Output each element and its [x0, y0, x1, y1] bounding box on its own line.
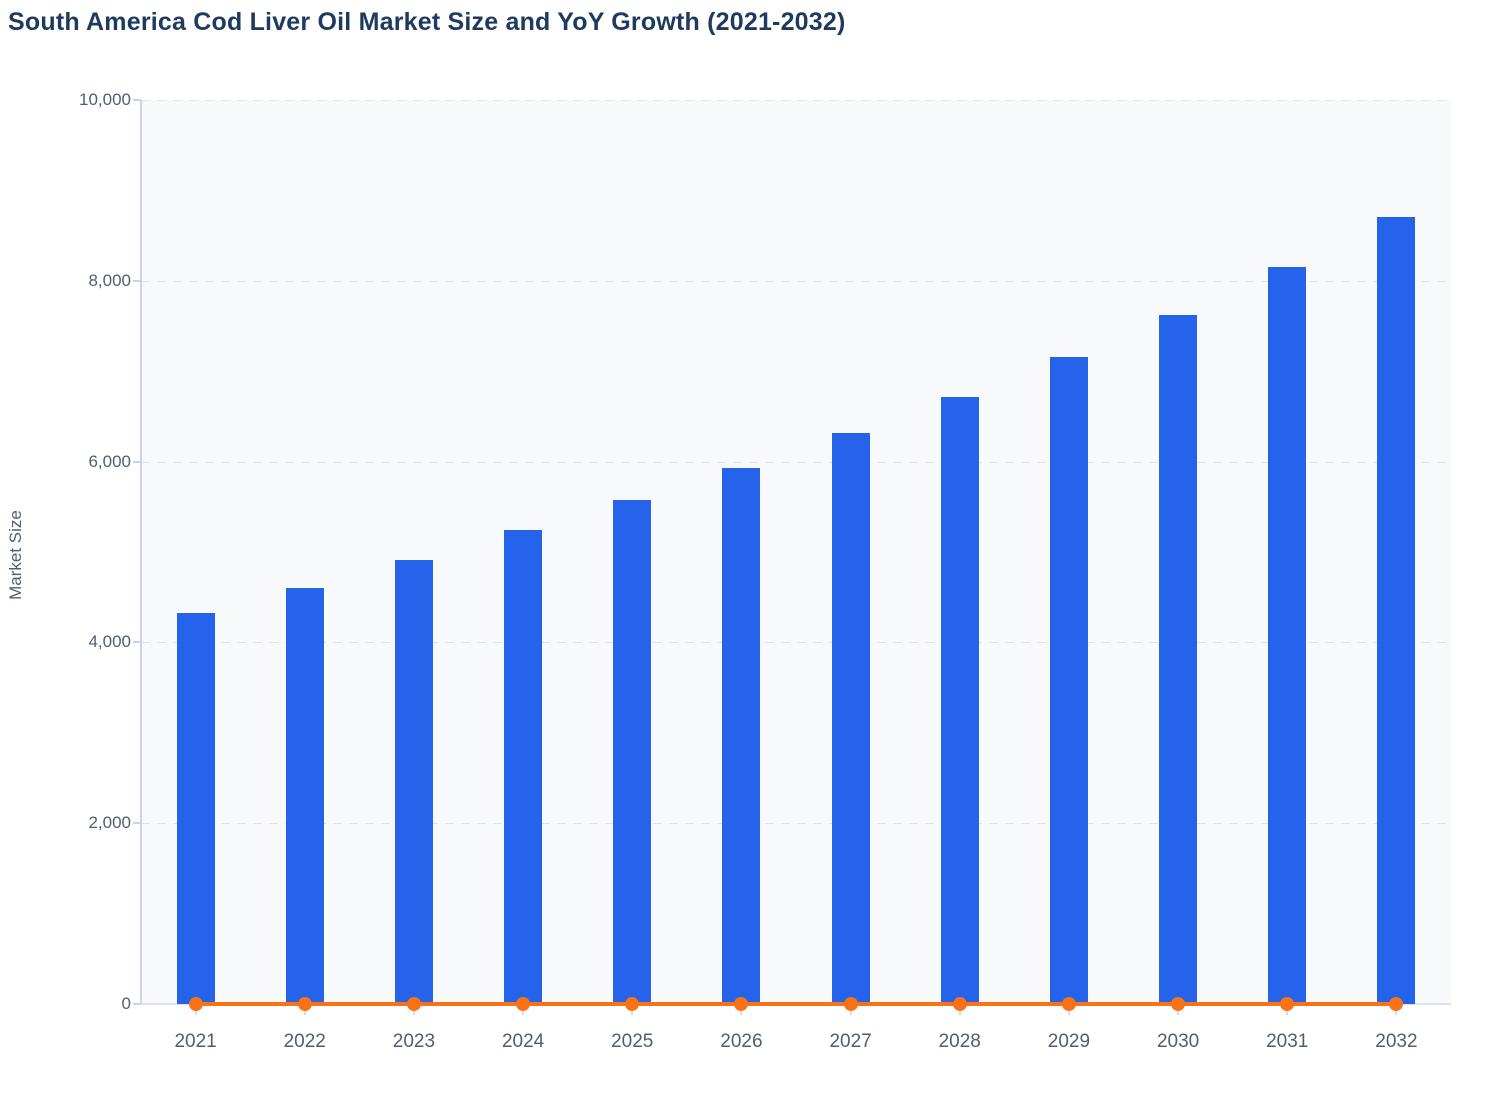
y-axis-tick — [133, 641, 141, 644]
yoy-marker-2025[interactable] — [625, 997, 640, 1011]
y-axis-tick — [133, 460, 141, 463]
x-tick-label-2029: 2029 — [1047, 1031, 1091, 1052]
bar-2023[interactable] — [394, 560, 433, 1004]
bar-2030[interactable] — [1159, 315, 1198, 1004]
yoy-marker-2028[interactable] — [952, 997, 967, 1011]
gridline-10000 — [141, 100, 1451, 101]
y-tick-label: 6,000 — [88, 451, 131, 471]
yoy-marker-2021[interactable] — [188, 997, 203, 1011]
bar-2025[interactable] — [613, 500, 652, 1004]
yoy-marker-2024[interactable] — [516, 997, 531, 1011]
x-tick-label-2026: 2026 — [720, 1031, 763, 1052]
y-tick-label: 0 — [121, 994, 131, 1013]
y-axis-tick — [133, 99, 141, 101]
y-tick-label: 4,000 — [88, 632, 131, 652]
yoy-marker-2023[interactable] — [406, 997, 421, 1011]
bar-2028[interactable] — [940, 396, 979, 1004]
x-tick-label-2022: 2022 — [283, 1031, 326, 1052]
plot-background — [141, 100, 1451, 1004]
y-axis-line — [140, 100, 142, 1004]
y-tick-label: 10,000 — [79, 90, 131, 109]
y-axis-tick — [133, 822, 141, 825]
gridline-2000 — [141, 823, 1451, 825]
y-tick-label: 2,000 — [88, 813, 131, 833]
y-axis-title: Market Size — [6, 510, 25, 600]
bar-2024[interactable] — [504, 530, 543, 1004]
x-tick-label-2032: 2032 — [1375, 1031, 1418, 1052]
yoy-marker-2026[interactable] — [734, 997, 749, 1011]
gridline-6000 — [141, 461, 1451, 463]
gridline-8000 — [141, 280, 1451, 282]
y-tick-label: 8,000 — [88, 270, 131, 290]
yoy-marker-2022[interactable] — [297, 997, 312, 1011]
x-tick-label-2030: 2030 — [1156, 1031, 1200, 1052]
bar-2031[interactable] — [1268, 267, 1307, 1004]
x-tick-label-2023: 2023 — [392, 1031, 436, 1052]
x-tick-label-2024: 2024 — [501, 1031, 545, 1052]
gridline-4000 — [141, 642, 1451, 644]
yoy-marker-2031[interactable] — [1280, 997, 1295, 1011]
bar-2027[interactable] — [831, 432, 870, 1004]
yoy-marker-2032[interactable] — [1389, 997, 1404, 1011]
bar-2021[interactable] — [176, 612, 215, 1004]
bar-2026[interactable] — [722, 467, 761, 1004]
yoy-marker-2027[interactable] — [843, 997, 858, 1011]
y-axis-tick — [133, 279, 141, 282]
chart-title: South America Cod Liver Oil Market Size … — [8, 8, 846, 36]
x-tick-label-2025: 2025 — [611, 1031, 654, 1052]
x-tick-label-2027: 2027 — [829, 1031, 872, 1052]
bar-2032[interactable] — [1377, 216, 1416, 1004]
bar-2029[interactable] — [1049, 356, 1088, 1004]
x-tick-label-2031: 2031 — [1266, 1031, 1309, 1052]
x-tick-label-2021: 2021 — [174, 1031, 217, 1052]
yoy-growth-line[interactable] — [195, 1002, 1397, 1006]
yoy-marker-2030[interactable] — [1171, 997, 1186, 1011]
yoy-marker-2029[interactable] — [1061, 997, 1076, 1011]
bar-2022[interactable] — [285, 588, 324, 1004]
x-tick-label-2028: 2028 — [938, 1031, 981, 1052]
y-axis-tick — [133, 1003, 141, 1005]
